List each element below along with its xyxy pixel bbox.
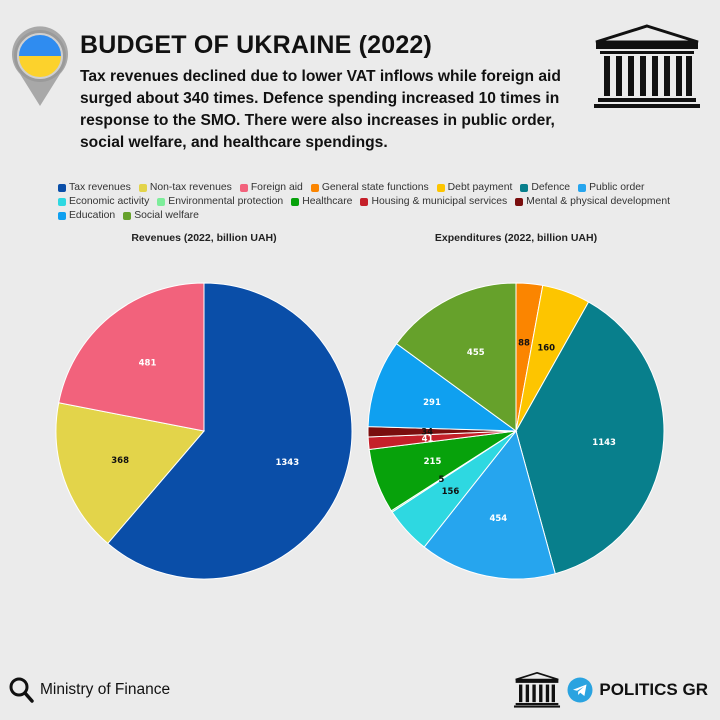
legend-item: Education <box>58 209 115 222</box>
legend-label: Debt payment <box>447 182 513 193</box>
pie-slice-defence <box>515 301 665 575</box>
legend-swatch <box>138 183 147 192</box>
legend-item: Defence <box>520 181 570 194</box>
legend-swatch <box>157 197 166 206</box>
temple-icon <box>594 24 700 108</box>
pie-value-label: 368 <box>111 456 129 466</box>
legend-swatch <box>360 197 369 206</box>
pie-value-label: 454 <box>489 514 507 524</box>
page-title: BUDGET OF UKRAINE (2022) <box>80 31 433 59</box>
legend-item: Mental & physical development <box>515 195 670 208</box>
chart-legend: Tax revenues Non-tax revenues Foreign aid G… <box>58 181 678 222</box>
legend-item: Debt payment <box>436 181 513 194</box>
pie-slice-public-order <box>423 429 556 580</box>
pie-slice-foreign-aid <box>58 282 205 432</box>
legend-swatch <box>291 197 300 206</box>
legend-label: Economic activity <box>69 196 150 207</box>
ukraine-flag-pin-icon <box>12 26 69 106</box>
temple-icon <box>514 672 561 708</box>
pie-value-label: 291 <box>423 398 441 408</box>
pie-value-label: 34 <box>421 427 433 437</box>
legend-label: Mental & physical development <box>526 196 670 207</box>
legend-label: Public order <box>589 182 645 193</box>
legend-swatch <box>58 211 66 220</box>
legend-item: Social welfare <box>123 209 199 222</box>
revenues-chart-title: Revenues (2022, billion UAH) <box>131 232 277 244</box>
legend-item: Public order <box>578 181 645 194</box>
pie-value-label: 1343 <box>275 458 299 468</box>
pie-slice-education <box>367 342 518 432</box>
source-label: Ministry of Finance <box>40 681 171 698</box>
legend-swatch <box>310 183 319 192</box>
legend-swatch <box>515 197 524 206</box>
pie-value-label: 156 <box>442 487 460 497</box>
legend-item: Housing & municipal services <box>360 195 507 208</box>
pie-value-label: 455 <box>467 348 485 358</box>
telegram-icon[interactable] <box>567 677 593 703</box>
pie-slice-tax-revenues <box>107 282 353 580</box>
legend-label: Defence <box>531 182 571 193</box>
search-icon <box>9 677 34 703</box>
expenditures-chart-title: Expenditures (2022, billion UAH) <box>434 232 598 244</box>
brand-name: POLITICS GR <box>599 680 708 699</box>
legend-label: General state functions <box>321 182 429 193</box>
page-subtitle: Tax revenues declined due to lower VAT i… <box>80 68 561 151</box>
legend-label: Education <box>69 210 116 221</box>
legend-item: Non-tax revenues <box>138 181 232 194</box>
legend-label: Social welfare <box>134 210 199 221</box>
footer-brand: POLITICS GR <box>513 672 708 708</box>
pie-value-label: 160 <box>537 343 555 353</box>
legend-label: Environmental protection <box>168 196 284 207</box>
pie-value-label: 481 <box>139 358 157 368</box>
legend-swatch <box>58 197 66 206</box>
pie-slice-social-welfare <box>395 282 517 432</box>
legend-item: Environmental protection <box>157 195 283 208</box>
pie-value-label: 88 <box>518 339 530 349</box>
legend-label: Foreign aid <box>250 182 303 193</box>
pie-value-label: 215 <box>424 457 442 467</box>
legend-swatch <box>578 183 587 192</box>
legend-swatch <box>436 183 445 192</box>
legend-item: Healthcare <box>291 195 352 208</box>
legend-item: Tax revenues <box>58 181 131 194</box>
pie-value-label: 41 <box>422 434 434 444</box>
legend-label: Non-tax revenues <box>149 182 232 193</box>
footer-source: Ministry of Finance <box>8 676 170 704</box>
legend-item: General state functions <box>310 181 429 194</box>
pie-value-label: 5 <box>438 475 444 485</box>
legend-label: Housing & municipal services <box>371 196 508 207</box>
legend-swatch <box>123 211 132 220</box>
pie-value-label: 1143 <box>592 438 616 448</box>
legend-label: Healthcare <box>302 196 353 207</box>
pie-slice-non-tax-revenues <box>55 402 205 545</box>
legend-item: Foreign aid <box>239 181 303 194</box>
legend-swatch <box>520 183 529 192</box>
revenues-pie: 1343 368 481 <box>55 282 353 580</box>
legend-swatch <box>58 183 66 192</box>
legend-item: Economic activity <box>58 195 149 208</box>
legend-swatch <box>239 183 248 192</box>
legend-label: Tax revenues <box>69 182 131 193</box>
